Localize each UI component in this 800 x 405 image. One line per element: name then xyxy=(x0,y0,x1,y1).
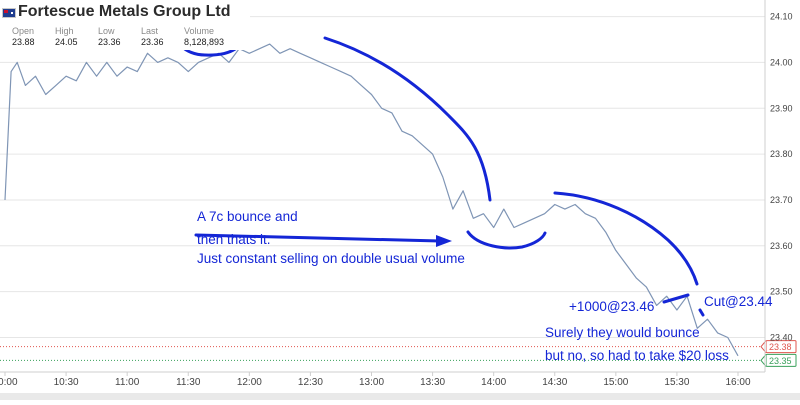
annotation-text: Just constant selling on double usual vo… xyxy=(197,251,465,266)
x-tick-label: 14:00 xyxy=(481,377,506,388)
stat-label: Open xyxy=(12,26,35,36)
annotation-text: then thats it. xyxy=(197,232,271,247)
quote-header: Fortescue Metals Group Ltd Open 23.88 Hi… xyxy=(0,0,250,50)
y-tick-label: 23.40 xyxy=(770,332,793,342)
reference-price-label: 23.38 xyxy=(769,342,792,352)
stat-value: 23.36 xyxy=(141,37,164,47)
x-tick-label: 10:00 xyxy=(0,377,18,388)
stat-open: Open 23.88 xyxy=(12,26,35,48)
price-line xyxy=(4,43,739,357)
y-tick-label: 23.90 xyxy=(770,103,793,113)
stat-label: High xyxy=(55,26,74,36)
company-title: Fortescue Metals Group Ltd xyxy=(18,3,231,20)
x-tick-label: 12:30 xyxy=(298,377,323,388)
x-tick-label: 13:30 xyxy=(420,377,445,388)
y-tick-label: 24.00 xyxy=(770,57,793,67)
stat-last: Last 23.36 xyxy=(141,26,164,48)
y-tick-label: 23.60 xyxy=(770,241,793,251)
bounce-arrow-head xyxy=(436,235,452,247)
bottom-strip xyxy=(0,393,800,400)
axes: 24.10 24.00 23.90 23.80 23.70 23.60 23.50 23.40… xyxy=(0,0,793,388)
x-tick-label: 14:30 xyxy=(542,377,567,388)
stat-low: Low 23.36 xyxy=(98,26,121,48)
cut-tick-mark xyxy=(698,308,705,317)
price-series xyxy=(4,43,739,357)
x-tick-label: 10:30 xyxy=(54,377,79,388)
y-tick-label: 23.80 xyxy=(770,149,793,159)
stat-volume: Volume 8,128,893 xyxy=(184,26,224,48)
x-tick-label: 15:30 xyxy=(664,377,689,388)
annotations: A 7c bounce and then thats it. Just consta… xyxy=(197,209,773,363)
reference-price-label: 23.35 xyxy=(769,356,792,366)
stat-label: Last xyxy=(141,26,159,36)
x-tick-label: 13:00 xyxy=(359,377,384,388)
stat-value: 24.05 xyxy=(55,37,78,47)
stat-label: Low xyxy=(98,26,115,36)
y-tick-label: 23.70 xyxy=(770,195,793,205)
second-decline-arc-mark xyxy=(553,191,699,286)
stat-value: 23.36 xyxy=(98,37,121,47)
decline-arc-mark xyxy=(323,36,492,202)
hand-drawn-markup xyxy=(174,19,705,317)
y-tick-label: 23.50 xyxy=(770,287,793,297)
annotation-text: but no, so had to take $20 loss xyxy=(545,348,729,363)
x-tick-label: 11:00 xyxy=(115,377,140,388)
stat-value: 23.88 xyxy=(12,37,35,47)
stat-high: High 24.05 xyxy=(55,26,78,48)
stat-label: Volume xyxy=(184,26,215,36)
y-tick-label: 24.10 xyxy=(770,12,793,22)
entry-tick-mark xyxy=(662,293,690,304)
annotation-text: +1000@23.46 xyxy=(569,299,654,314)
x-tick-label: 15:00 xyxy=(603,377,628,388)
annotation-text: A 7c bounce and xyxy=(197,209,298,224)
x-tick-label: 16:00 xyxy=(725,377,750,388)
bounce-arc-mark xyxy=(466,230,547,250)
x-tick-label: 12:00 xyxy=(237,377,262,388)
stat-value: 8,128,893 xyxy=(184,37,225,47)
annotation-text: Cut@23.44 xyxy=(704,294,773,309)
australia-flag-icon xyxy=(2,8,16,18)
annotation-text: Surely they would bounce xyxy=(545,325,700,340)
reference-lines: 23.38 23.35 xyxy=(0,340,797,367)
bounce-arrow-line xyxy=(194,233,442,243)
x-tick-label: 11:30 xyxy=(176,377,201,388)
